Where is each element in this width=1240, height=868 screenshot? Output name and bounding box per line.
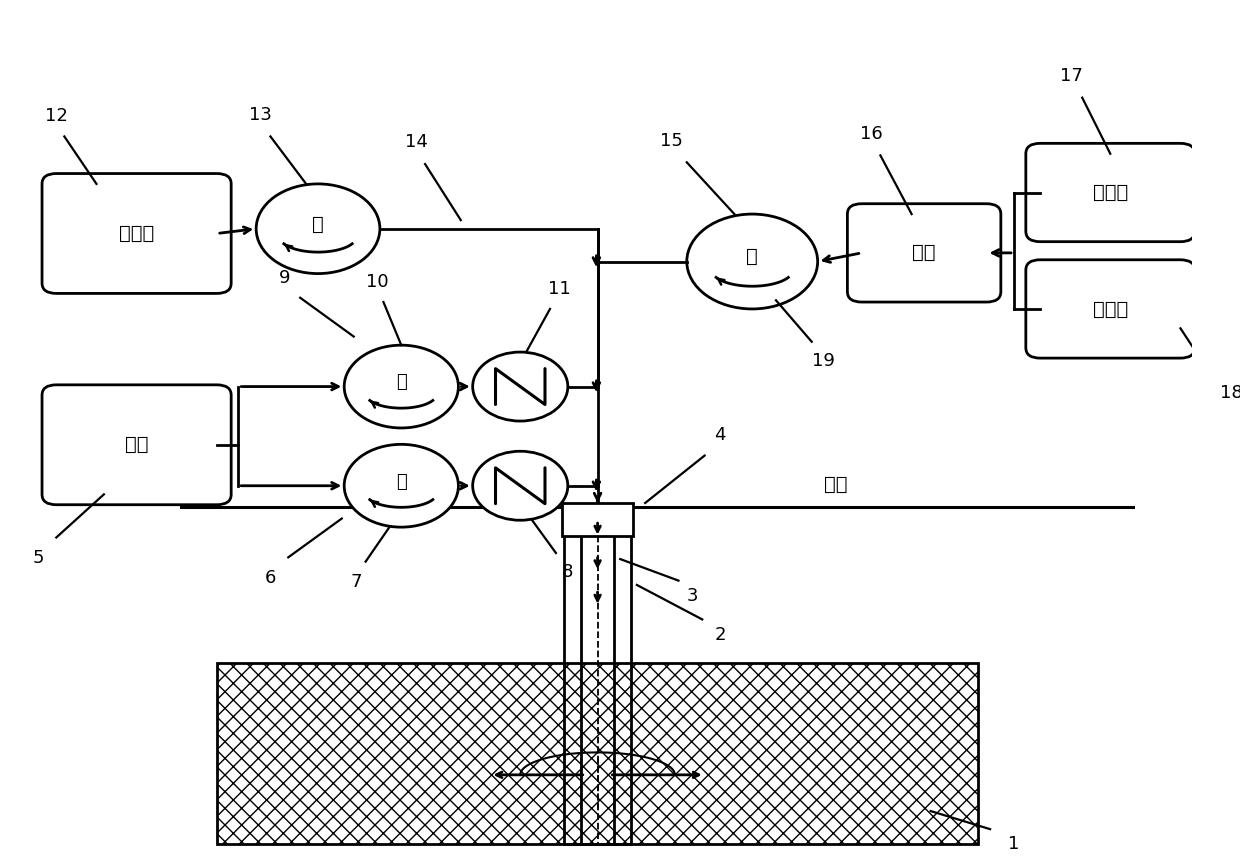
Text: 泵: 泵 <box>396 373 407 391</box>
Circle shape <box>472 352 568 421</box>
Text: 12: 12 <box>45 108 68 125</box>
Text: 液氮: 液氮 <box>125 435 149 454</box>
Text: 11: 11 <box>548 279 570 298</box>
Text: 19: 19 <box>812 352 835 370</box>
Text: 泵: 泵 <box>312 214 324 233</box>
Text: 泵: 泵 <box>746 247 758 266</box>
Text: 9: 9 <box>279 268 290 286</box>
FancyBboxPatch shape <box>847 204 1001 302</box>
FancyBboxPatch shape <box>42 174 231 293</box>
Text: 泵: 泵 <box>396 472 407 490</box>
Text: 7: 7 <box>351 573 362 591</box>
Text: 13: 13 <box>249 106 273 123</box>
Text: 支撑剂: 支撑剂 <box>1092 299 1128 319</box>
Circle shape <box>257 184 379 273</box>
Text: 3: 3 <box>687 587 698 605</box>
Text: 18: 18 <box>1220 384 1240 402</box>
FancyBboxPatch shape <box>42 385 231 504</box>
Text: 地面: 地面 <box>823 476 847 495</box>
Text: 2: 2 <box>714 627 725 644</box>
Circle shape <box>345 345 459 428</box>
Text: 6: 6 <box>265 569 277 587</box>
Text: 10: 10 <box>366 273 389 291</box>
Text: 16: 16 <box>861 125 883 143</box>
Text: 17: 17 <box>1059 67 1083 85</box>
Text: 14: 14 <box>405 133 428 151</box>
Text: 4: 4 <box>714 426 725 444</box>
Text: 混砂: 混砂 <box>913 243 936 262</box>
Text: 防冻液: 防冻液 <box>119 224 154 243</box>
Circle shape <box>345 444 459 527</box>
Bar <box>217 662 978 844</box>
Text: 压裂液: 压裂液 <box>1092 183 1128 202</box>
Circle shape <box>472 451 568 520</box>
FancyBboxPatch shape <box>562 503 634 536</box>
Text: 15: 15 <box>660 132 683 150</box>
Text: 1: 1 <box>1008 835 1019 852</box>
Circle shape <box>687 214 817 309</box>
Text: 8: 8 <box>562 563 574 582</box>
FancyBboxPatch shape <box>1025 260 1195 358</box>
Text: 5: 5 <box>32 549 45 567</box>
FancyBboxPatch shape <box>1025 143 1195 241</box>
